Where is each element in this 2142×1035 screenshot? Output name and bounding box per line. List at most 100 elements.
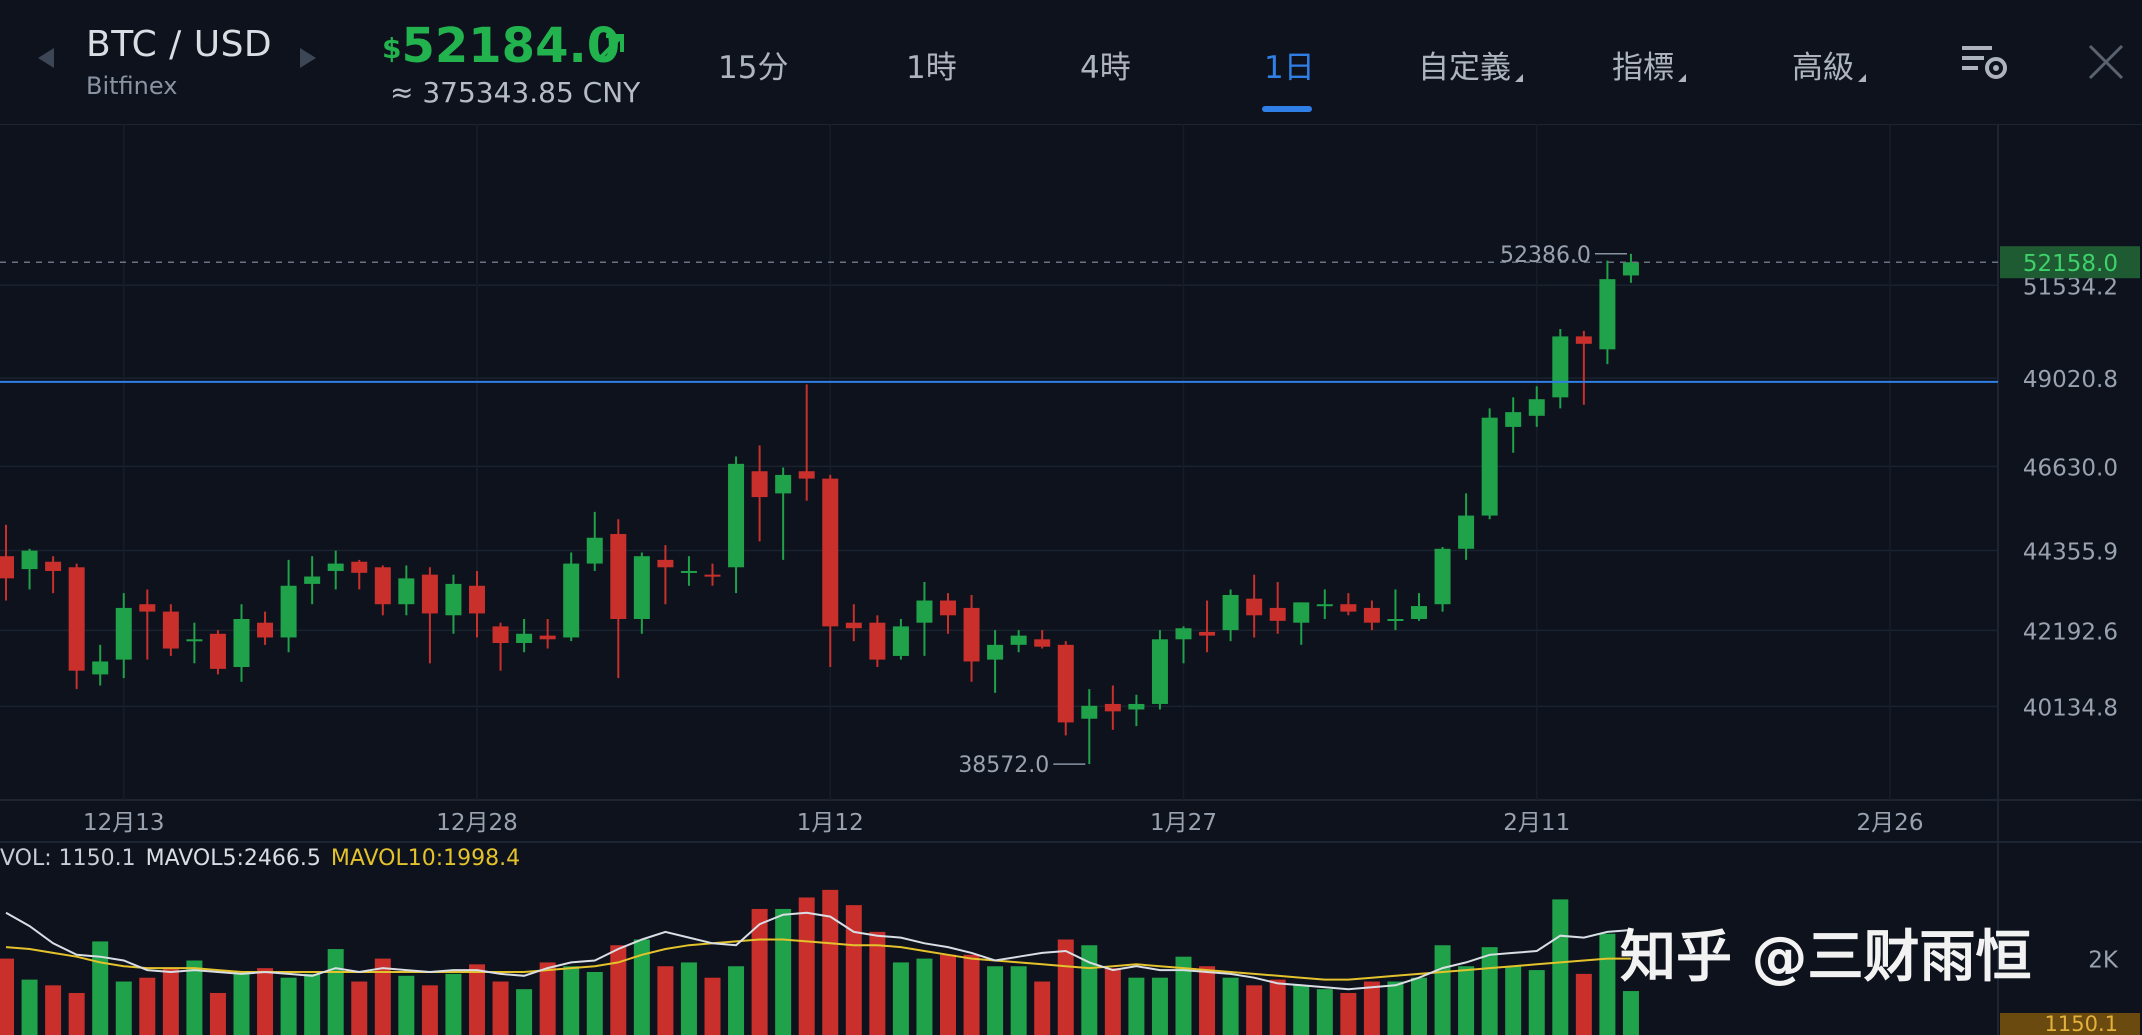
volume-bar bbox=[492, 981, 509, 1035]
volume-bar bbox=[1340, 992, 1357, 1035]
tab-1day[interactable]: 1日 bbox=[1264, 42, 1315, 87]
volume-bar bbox=[1293, 985, 1310, 1035]
x-tick-label: 12月28 bbox=[436, 810, 518, 836]
candle bbox=[563, 563, 580, 638]
tab-indicators[interactable]: 指標 bbox=[1612, 42, 1686, 87]
candle bbox=[280, 585, 297, 638]
last-volume-label: 1150.1 bbox=[2045, 1012, 2118, 1035]
volume-bar bbox=[374, 958, 391, 1035]
price-value: 52184.0 bbox=[401, 18, 621, 74]
volume-bar bbox=[68, 992, 85, 1035]
candle bbox=[0, 556, 14, 579]
y-tick-label: 40134.8 bbox=[2023, 695, 2118, 721]
low-annotation-label: 38572.0 bbox=[958, 753, 1049, 778]
candle bbox=[186, 639, 203, 642]
candle bbox=[304, 576, 321, 584]
chevron-right-icon[interactable] bbox=[300, 48, 316, 68]
candle bbox=[139, 604, 156, 612]
price-currency: $ bbox=[382, 32, 402, 65]
volume-bar bbox=[186, 960, 203, 1035]
volume-tick-label: 2K bbox=[2088, 948, 2119, 974]
candle bbox=[1458, 515, 1475, 549]
candle bbox=[869, 622, 886, 660]
volume-bar bbox=[162, 968, 179, 1035]
close-icon[interactable] bbox=[2086, 42, 2126, 82]
candle bbox=[1034, 639, 1051, 647]
volume-bar bbox=[1363, 981, 1380, 1035]
volume-bar bbox=[257, 968, 274, 1035]
candle bbox=[539, 635, 556, 640]
high-annotation-label: 52386.0 bbox=[1500, 243, 1591, 268]
volume-bar bbox=[1316, 989, 1333, 1035]
chevron-left-icon[interactable] bbox=[38, 48, 54, 68]
trading-pair[interactable]: BTC / USD bbox=[86, 24, 273, 65]
price-chart[interactable]: 51534.2 49020.8 46630.0 44355.9 42192.6 40134… bbox=[0, 124, 2142, 1035]
candle bbox=[680, 570, 697, 573]
volume-bar bbox=[563, 966, 580, 1035]
volume-bar bbox=[845, 905, 862, 1035]
arrow-up-right-icon bbox=[598, 34, 624, 60]
candle bbox=[162, 611, 179, 649]
volume-bar bbox=[1575, 973, 1592, 1035]
candlestick-series bbox=[0, 253, 1639, 765]
volume-bar bbox=[115, 981, 132, 1035]
tab-4hour[interactable]: 4時 bbox=[1080, 42, 1131, 87]
volume-bar bbox=[398, 975, 415, 1035]
volume-bar bbox=[1151, 977, 1168, 1035]
candle bbox=[1057, 644, 1074, 723]
candle bbox=[1199, 631, 1216, 636]
volume-bar bbox=[751, 908, 768, 1035]
candle bbox=[1575, 336, 1592, 344]
volume-bar bbox=[892, 962, 909, 1035]
candle bbox=[445, 583, 462, 616]
volume-bar bbox=[1175, 956, 1192, 1035]
candle bbox=[845, 622, 862, 629]
tab-custom[interactable]: 自定義 bbox=[1418, 42, 1523, 87]
x-tick-label: 1月12 bbox=[797, 810, 864, 836]
volume-bar bbox=[940, 954, 956, 1035]
volume-bar bbox=[421, 985, 438, 1035]
candle bbox=[728, 463, 745, 568]
volume-bar bbox=[351, 981, 368, 1035]
x-tick-label: 1月27 bbox=[1150, 810, 1217, 836]
converted-price: ≈ 375343.85 CNY bbox=[390, 76, 641, 109]
candle bbox=[916, 600, 933, 623]
candle bbox=[704, 574, 721, 577]
tab-advanced[interactable]: 高級 bbox=[1792, 42, 1866, 87]
candle bbox=[1552, 336, 1569, 398]
volume-bar bbox=[633, 939, 650, 1035]
tab-1hour[interactable]: 1時 bbox=[906, 42, 957, 87]
candle bbox=[1434, 548, 1451, 605]
candle bbox=[1528, 399, 1545, 416]
volume-bar bbox=[1269, 979, 1286, 1035]
volume-bar bbox=[209, 992, 226, 1035]
volume-bar bbox=[657, 966, 674, 1035]
volume-bar bbox=[45, 985, 62, 1035]
volume-bar bbox=[963, 954, 980, 1035]
watermark-text: 知乎 @三财雨恒 bbox=[1620, 925, 2032, 990]
volume-bar bbox=[728, 966, 745, 1035]
volume-bar bbox=[1128, 977, 1145, 1035]
volume-bar bbox=[1010, 966, 1027, 1035]
candle bbox=[798, 471, 815, 479]
last-volume-tag bbox=[2000, 1013, 2140, 1035]
y-tick-label: 42192.6 bbox=[2023, 619, 2118, 645]
volume-bar bbox=[1552, 899, 1569, 1035]
chart-grid: 51534.2 49020.8 46630.0 44355.9 42192.6 40134… bbox=[0, 124, 2142, 1035]
tab-15min[interactable]: 15分 bbox=[718, 42, 788, 87]
volume-bar bbox=[1622, 991, 1639, 1035]
candle bbox=[1387, 618, 1404, 621]
caret-icon bbox=[1678, 74, 1686, 82]
volume-bar bbox=[445, 973, 462, 1035]
candle bbox=[516, 633, 533, 644]
tab-label: 自定義 bbox=[1418, 50, 1511, 86]
volume-bar bbox=[139, 977, 156, 1035]
candle bbox=[1316, 604, 1333, 607]
volume-bar bbox=[1199, 966, 1216, 1035]
chart-settings-icon[interactable] bbox=[1960, 42, 2010, 82]
mavol10-legend: MAVOL10:1998.4 bbox=[330, 846, 521, 871]
volume-bar bbox=[822, 889, 839, 1035]
candle bbox=[115, 607, 132, 660]
candle bbox=[327, 563, 344, 571]
x-tick-label: 2月11 bbox=[1503, 810, 1570, 836]
